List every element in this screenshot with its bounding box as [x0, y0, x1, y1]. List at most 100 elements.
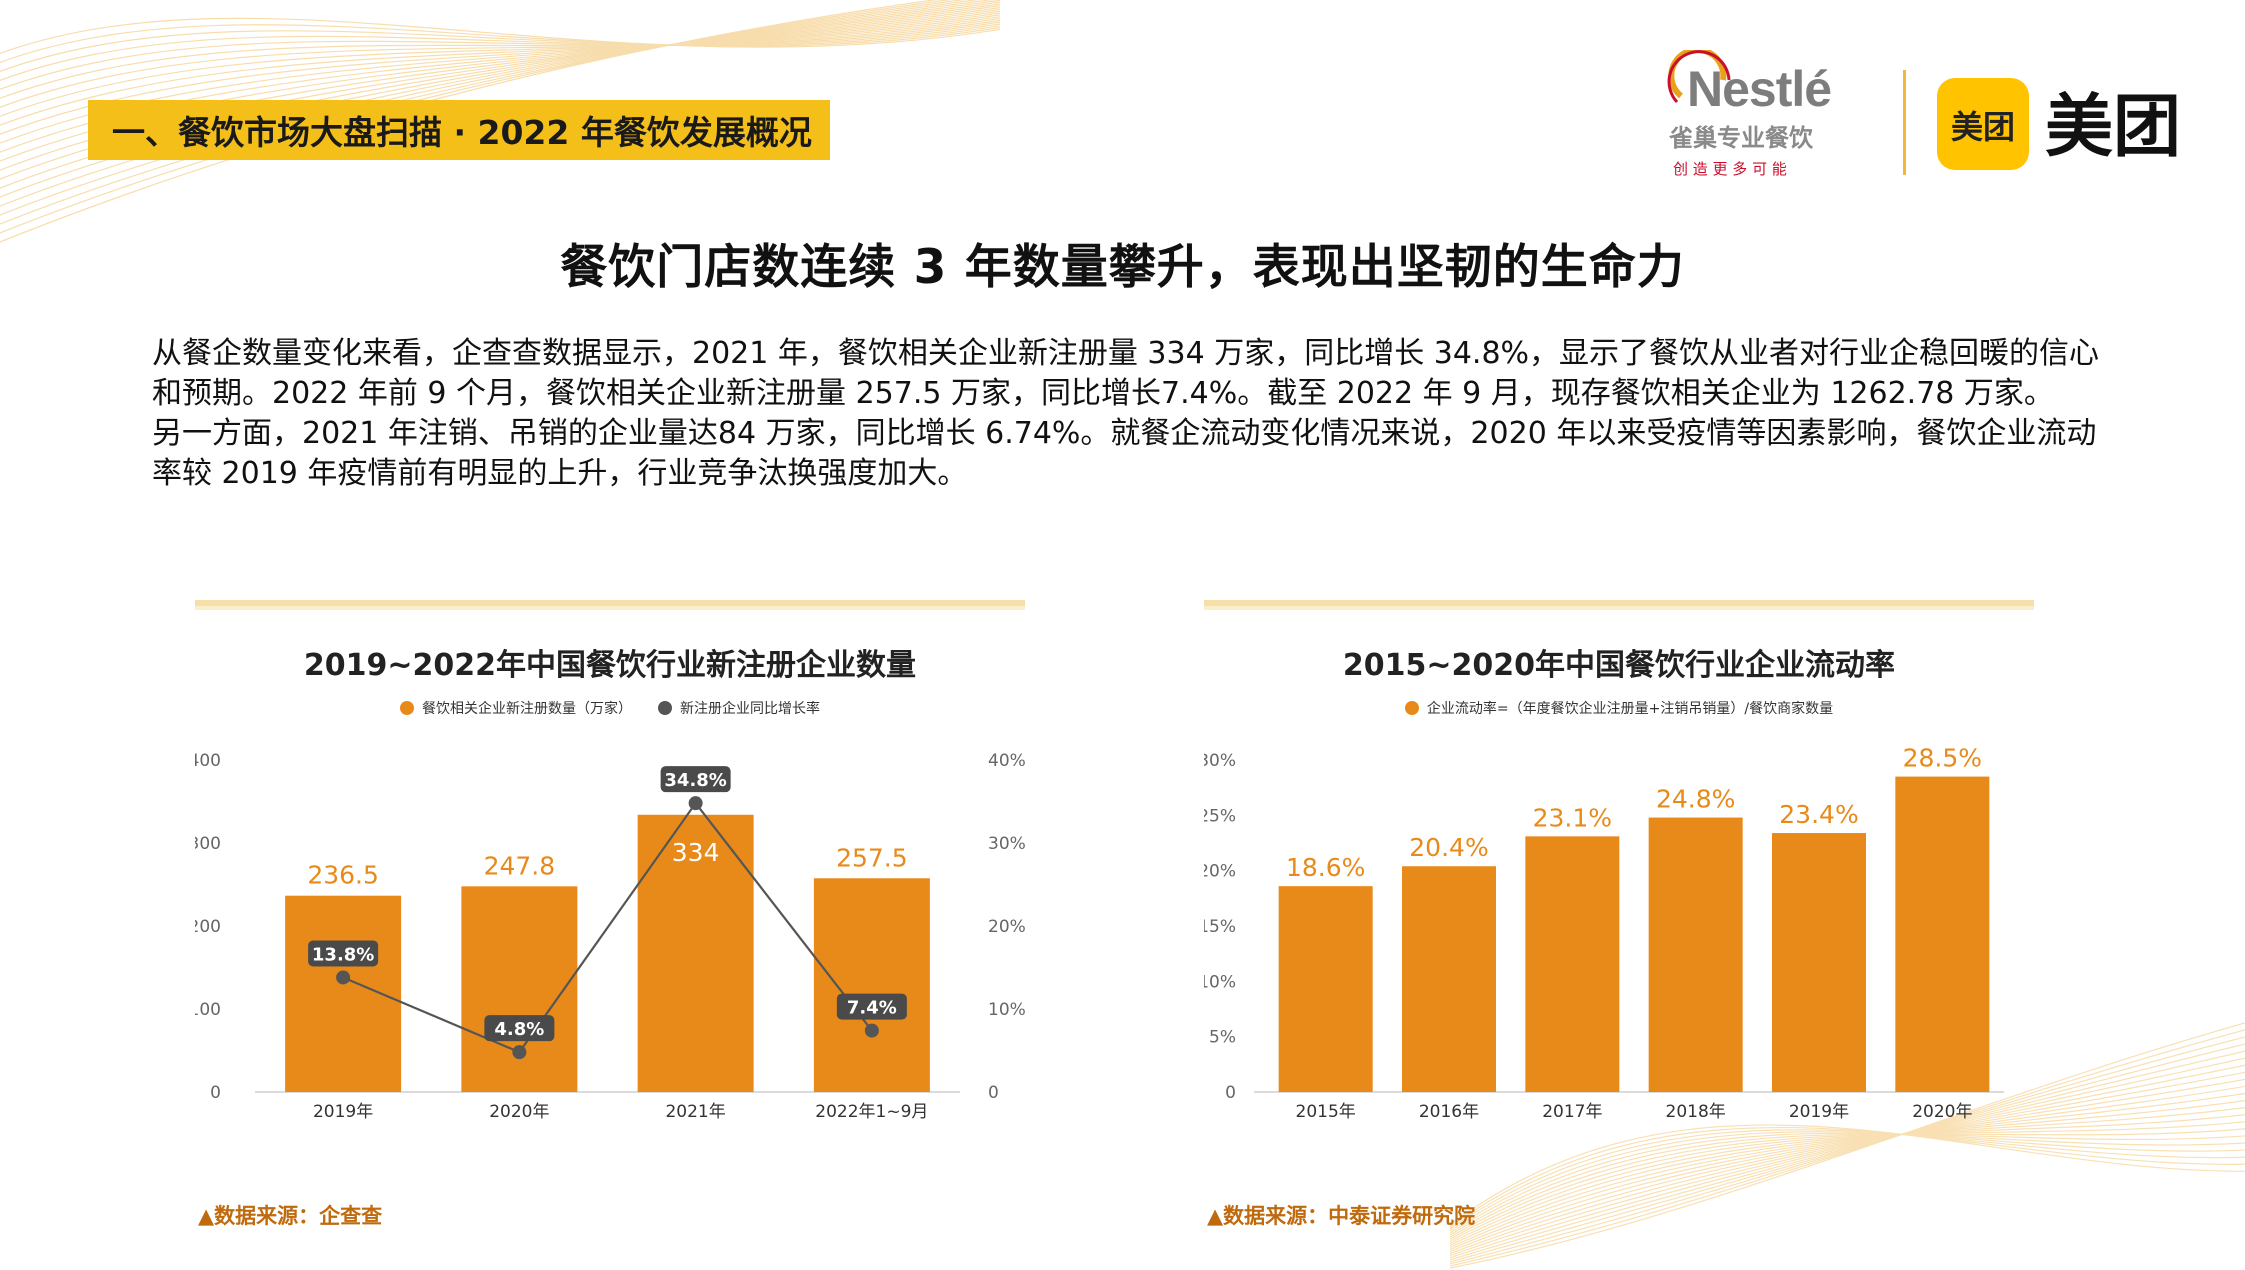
y-axis-tick-label: 10% — [1204, 972, 1236, 992]
chart-2-legend: 企业流动率=（年度餐饮企业注册量+注销吊销量）/餐饮商家数量 — [1204, 698, 2034, 718]
chart-2-top-rule — [1204, 600, 2034, 610]
chart-new-registrations: 2019~2022年中国餐饮行业新注册企业数量 餐饮相关企业新注册数量（万家） … — [195, 600, 1025, 1240]
bar-2020年 — [461, 886, 578, 1092]
x-axis-tick-label: 2019年 — [1789, 1102, 1849, 1122]
meituan-badge-bg — [1937, 78, 2029, 170]
bar-value-label: 236.5 — [307, 861, 379, 890]
chart-1-source: ▲数据来源：企查查 — [198, 1204, 383, 1228]
body-text: 从餐企数量变化来看，企查查数据显示，2021 年，餐饮相关企业新注册量 334 … — [152, 334, 2112, 494]
chart-1-plot: 0 100 200 300 400 0 10% 20% 30% 40% 236.5 2019年 247.… — [195, 751, 1025, 1122]
x-axis-tick-label: 2021年 — [665, 1102, 725, 1122]
y-axis-tick-label: 300 — [195, 834, 221, 854]
bar-2015年 — [1278, 886, 1373, 1092]
nestle-cn-name: 雀巢专业餐饮 — [1669, 124, 1814, 152]
y-axis-tick-label: 200 — [195, 917, 221, 937]
decorative-line — [0, 17, 1000, 55]
chart-1-legend-label-bars: 餐饮相关企业新注册数量（万家） — [422, 701, 632, 717]
growth-rate-label-bg — [484, 1015, 555, 1042]
x-axis-tick-label: 2020年 — [489, 1102, 549, 1122]
bar-value-label: 23.1% — [1533, 803, 1612, 832]
y-axis-tick-label: 30% — [1204, 751, 1236, 771]
growth-rate-point — [512, 1045, 527, 1060]
section-tag-text: 一、餐饮市场大盘扫描 · 2022 年餐饮发展概况 — [112, 113, 812, 152]
chart-2-plot: 0 5% 10% 15% 20% 25% 30% 18.6% 2015年 20.4% 2016年 23… — [1204, 744, 2004, 1122]
bar-value-label: 28.5% — [1903, 744, 1982, 773]
nestle-logo: Nestlé 雀巢专业餐饮 创 造 更 多 可 能 — [1667, 50, 1832, 178]
body-paragraph-2: 另一方面，2021 年注销、吊销的企业量达84 万家，同比增长 6.74%。就餐… — [152, 416, 2097, 491]
legend-swatch-gray — [658, 701, 672, 715]
bar-2022年1~9月 — [813, 878, 930, 1092]
legend-swatch-orange — [1404, 701, 1419, 715]
y2-axis-tick-label: 20% — [988, 917, 1025, 937]
growth-rate-label: 13.8% — [312, 944, 374, 965]
chart-1-legend-label-line: 新注册企业同比增长率 — [680, 701, 820, 717]
y2-axis-tick-label: 30% — [988, 834, 1025, 854]
nestle-wordmark: Nestlé — [1687, 61, 1831, 117]
growth-rate-label: 7.4% — [847, 998, 897, 1019]
growth-rate-label-bg — [308, 940, 379, 967]
y-axis-tick-label: 0 — [1225, 1083, 1236, 1103]
bar-value-label: 334 — [672, 838, 720, 867]
x-axis-tick-label: 2015年 — [1296, 1102, 1356, 1122]
bar-value-label: 20.4% — [1409, 833, 1488, 862]
decorative-line — [0, 24, 1000, 64]
y-axis-tick-label: 100 — [195, 1000, 221, 1020]
chart-2-source: ▲数据来源：中泰证券研究院 — [1207, 1204, 1476, 1228]
growth-rate-label: 34.8% — [664, 770, 726, 791]
y-axis-tick-label: 0 — [210, 1083, 221, 1103]
chart-1-top-rule — [195, 600, 1025, 610]
section-tag: 一、餐饮市场大盘扫描 · 2022 年餐饮发展概况 — [88, 100, 830, 160]
bar-2017年 — [1525, 836, 1620, 1092]
y-axis-tick-label: 25% — [1204, 806, 1236, 826]
chart-1-legend: 餐饮相关企业新注册数量（万家） 新注册企业同比增长率 — [195, 698, 1025, 718]
bar-2019年 — [1772, 833, 1866, 1092]
growth-rate-point — [336, 970, 351, 985]
x-axis-tick-label: 2022年1~9月 — [815, 1102, 928, 1122]
growth-rate-label-bg — [660, 766, 731, 793]
chart-1-legend-item-bars: 餐饮相关企业新注册数量（万家） — [400, 698, 632, 718]
chart-1-legend-item-line: 新注册企业同比增长率 — [658, 698, 820, 718]
meituan-wordmark: 美团 — [2045, 88, 2181, 167]
x-axis-tick-label: 2018年 — [1666, 1102, 1726, 1122]
y2-axis-tick-label: 10% — [988, 1000, 1025, 1020]
body-paragraph-1: 从餐企数量变化来看，企查查数据显示，2021 年，餐饮相关企业新注册量 334 … — [152, 336, 2100, 411]
brand-logos: Nestlé 雀巢专业餐饮 创 造 更 多 可 能 美团 美团 — [1667, 50, 2181, 178]
bar-value-label: 257.5 — [836, 843, 908, 872]
x-axis-tick-label: 2019年 — [313, 1102, 373, 1122]
chart-2-legend-item-bars: 企业流动率=（年度餐饮企业注册量+注销吊销量）/餐饮商家数量 — [1404, 698, 1834, 718]
bar-2016年 — [1402, 866, 1496, 1092]
x-axis-tick-label: 2020年 — [1912, 1102, 1972, 1122]
chart-1-title: 2019~2022年中国餐饮行业新注册企业数量 — [303, 648, 917, 683]
bar-value-label: 247.8 — [484, 851, 556, 880]
decorative-line — [0, 21, 1000, 91]
chart-2-legend-label-bars: 企业流动率=（年度餐饮企业注册量+注销吊销量）/餐饮商家数量 — [1426, 701, 1834, 717]
page-headline: 餐饮门店数连续 3 年数量攀升，表现出坚韧的生命力 — [560, 240, 1685, 295]
decorative-line — [0, 1, 1000, 189]
y-axis-tick-label: 5% — [1209, 1028, 1236, 1048]
chart-2-title: 2015~2020年中国餐饮行业企业流动率 — [1342, 648, 1896, 683]
nestle-slogan: 创 造 更 多 可 能 — [1673, 160, 1787, 178]
y2-axis-tick-label: 0 — [988, 1083, 999, 1103]
bar-value-label: 24.8% — [1656, 785, 1735, 814]
bar-2021年 — [637, 814, 754, 1092]
bar-value-label: 18.6% — [1286, 853, 1365, 882]
growth-rate-label-bg — [836, 993, 907, 1020]
bar-2018年 — [1648, 817, 1743, 1092]
growth-rate-line — [342, 801, 873, 1054]
logo-divider — [1903, 70, 1906, 175]
growth-rate-label: 4.8% — [494, 1019, 544, 1040]
bar-value-label: 23.4% — [1779, 800, 1858, 829]
y-axis-tick-label: 15% — [1204, 917, 1236, 937]
y-axis-tick-label: 20% — [1204, 862, 1236, 882]
decorative-line — [0, 19, 1000, 99]
x-axis-tick-label: 2017年 — [1542, 1102, 1602, 1122]
x-axis-tick-label: 2016年 — [1419, 1102, 1479, 1122]
bar-2020年 — [1895, 776, 1990, 1092]
meituan-badge-text: 美团 — [1951, 108, 2015, 146]
meituan-logo: 美团 美团 — [1937, 78, 2181, 170]
growth-rate-point — [864, 1023, 879, 1038]
legend-swatch-orange — [400, 701, 414, 715]
y-axis-tick-label: 400 — [195, 751, 221, 771]
decorative-line — [0, 23, 1000, 82]
decorative-line — [0, 25, 1000, 73]
